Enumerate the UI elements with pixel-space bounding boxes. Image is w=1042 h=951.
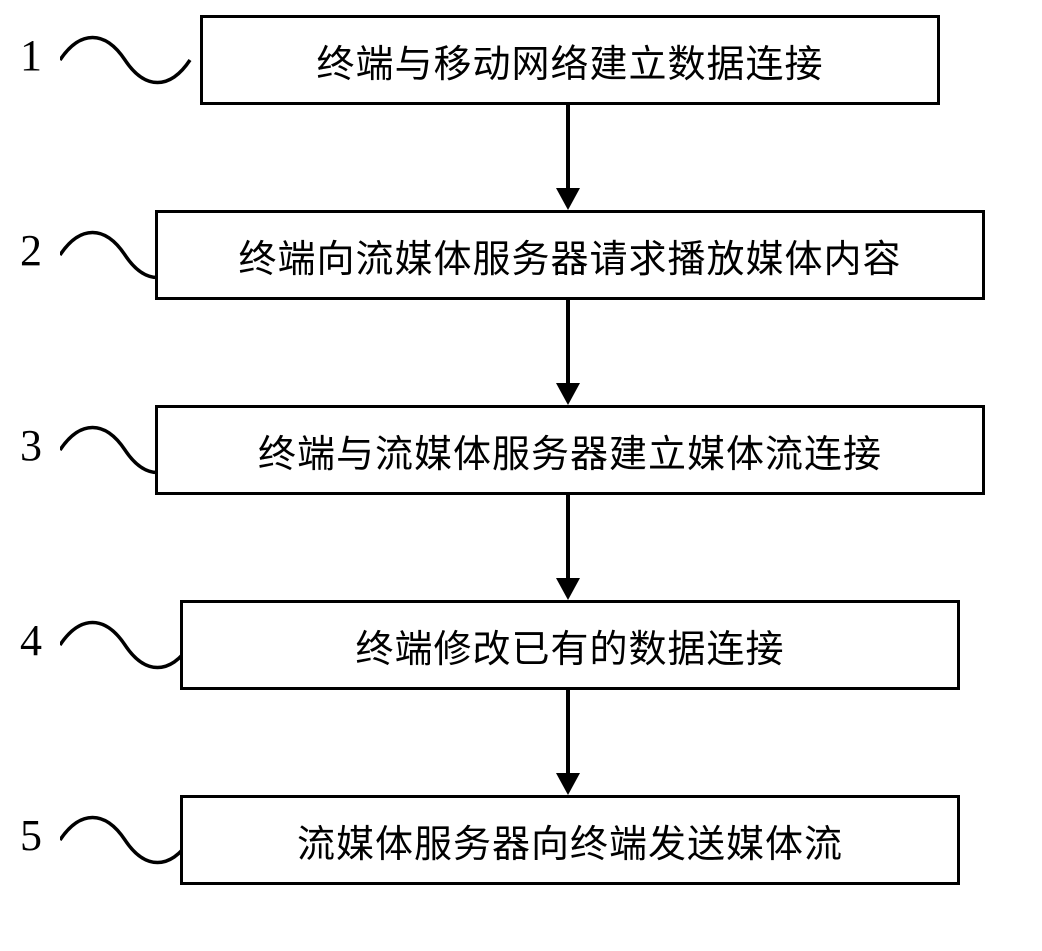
step-number-2: 2 xyxy=(20,225,42,276)
step-label-3: 终端与流媒体服务器建立媒体流连接 xyxy=(258,423,882,478)
wave-connector-5 xyxy=(60,815,200,875)
arrow-head-1-2 xyxy=(556,188,580,210)
step-label-4: 终端修改已有的数据连接 xyxy=(355,618,784,673)
step-number-5: 5 xyxy=(20,810,42,861)
arrow-4-5 xyxy=(566,690,570,775)
wave-connector-4 xyxy=(60,620,200,680)
arrow-3-4 xyxy=(566,495,570,580)
flowchart-canvas: 1 终端与移动网络建立数据连接 2 终端向流媒体服务器请求播放媒体内容 3 终端… xyxy=(0,0,1042,951)
arrow-head-4-5 xyxy=(556,773,580,795)
arrow-head-2-3 xyxy=(556,383,580,405)
step-number-3: 3 xyxy=(20,420,42,471)
arrow-head-3-4 xyxy=(556,578,580,600)
step-box-4: 终端修改已有的数据连接 xyxy=(180,600,960,690)
step-label-1: 终端与移动网络建立数据连接 xyxy=(316,33,823,88)
arrow-2-3 xyxy=(566,300,570,385)
step-box-3: 终端与流媒体服务器建立媒体流连接 xyxy=(155,405,985,495)
arrow-1-2 xyxy=(566,105,570,190)
step-box-2: 终端向流媒体服务器请求播放媒体内容 xyxy=(155,210,985,300)
step-label-2: 终端向流媒体服务器请求播放媒体内容 xyxy=(238,228,901,283)
wave-connector-1 xyxy=(60,35,200,95)
step-label-5: 流媒体服务器向终端发送媒体流 xyxy=(297,813,843,868)
step-number-1: 1 xyxy=(20,30,42,81)
step-box-1: 终端与移动网络建立数据连接 xyxy=(200,15,940,105)
step-box-5: 流媒体服务器向终端发送媒体流 xyxy=(180,795,960,885)
step-number-4: 4 xyxy=(20,615,42,666)
